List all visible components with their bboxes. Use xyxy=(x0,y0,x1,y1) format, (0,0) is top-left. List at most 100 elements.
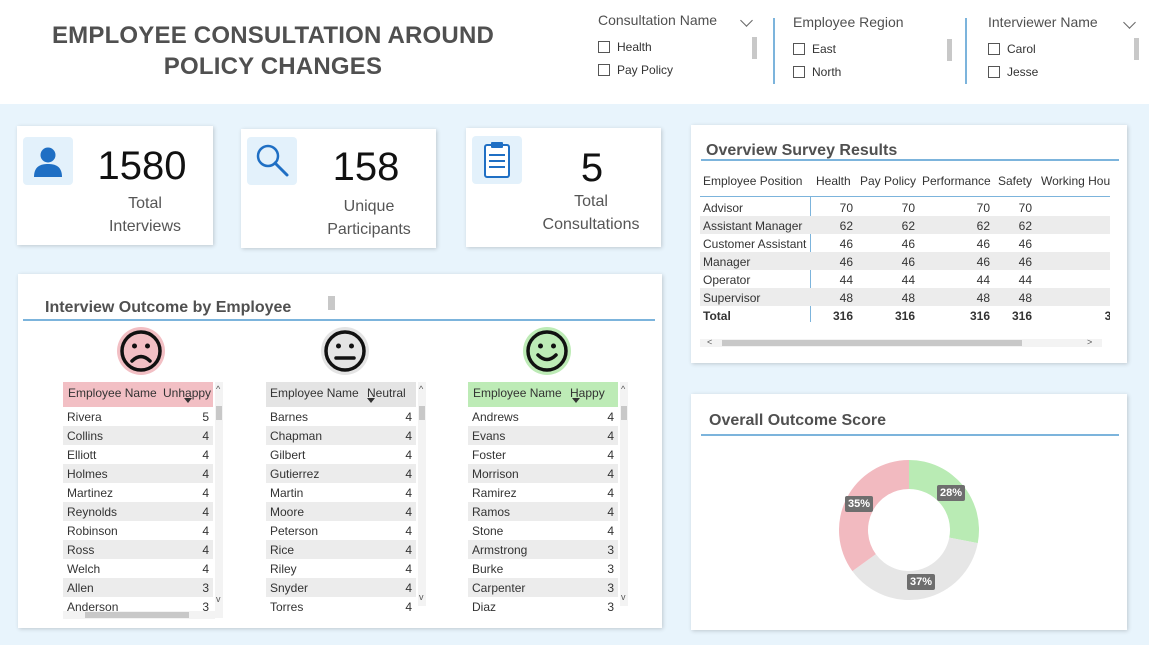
table-row[interactable]: Stone 4 xyxy=(468,521,618,540)
table-row[interactable]: Rivera 5 xyxy=(63,407,213,426)
table-row[interactable]: Rice 4 xyxy=(266,540,416,559)
table-row[interactable]: Morrison 4 xyxy=(468,464,618,483)
table-row[interactable]: Customer Assistant464646464 xyxy=(700,234,1110,252)
column-header[interactable]: Employee Position xyxy=(703,174,803,188)
table-row[interactable]: Manager464646464 xyxy=(700,252,1110,270)
table-row[interactable]: Andrews 4 xyxy=(468,407,618,426)
donut-slice-neutral[interactable] xyxy=(852,537,978,600)
column-header[interactable]: Pay Policy xyxy=(860,174,917,188)
donut-slice-unhappy[interactable] xyxy=(839,460,909,572)
table-row[interactable]: Armstrong 3 xyxy=(468,540,618,559)
slicer-option-north[interactable]: North xyxy=(793,65,841,79)
unhappy-table-hscrollbar[interactable] xyxy=(63,611,215,619)
table-row[interactable]: Reynolds 4 xyxy=(63,502,213,521)
column-header[interactable]: Performance xyxy=(922,174,991,188)
slicer-interviewer-name[interactable]: Interviewer Name Carol Jesse xyxy=(988,14,1143,94)
table-row[interactable]: Moore 4 xyxy=(266,502,416,521)
column-header-name[interactable]: Employee Name xyxy=(270,386,359,400)
survey-hscrollbar[interactable] xyxy=(700,339,1102,347)
table-row[interactable]: Operator444444444 xyxy=(700,270,1110,288)
slicer-option-jesse[interactable]: Jesse xyxy=(988,65,1038,79)
column-header-unhappy[interactable]: Unhappy xyxy=(163,386,212,400)
scroll-down-icon[interactable]: v xyxy=(621,592,626,602)
happy-employee-table[interactable]: Employee Name Happy Andrews 4 Evans 4 Foster… xyxy=(468,382,618,616)
happy-table-scrollbar[interactable] xyxy=(620,382,628,606)
table-row[interactable]: Allen 3 xyxy=(63,578,213,597)
unhappy-table-scrollbar[interactable] xyxy=(215,382,223,618)
slicer-consultation-name[interactable]: Consultation Name Health Pay Policy xyxy=(598,12,758,92)
checkbox[interactable] xyxy=(988,43,1000,55)
checkbox[interactable] xyxy=(793,43,805,55)
sort-descending-icon[interactable] xyxy=(572,398,580,403)
neutral-table-scrollbar[interactable] xyxy=(418,382,426,606)
outcome-donut-chart[interactable] xyxy=(839,460,979,600)
table-row[interactable]: Diaz 3 xyxy=(468,597,618,616)
table-row[interactable]: Chapman 4 xyxy=(266,426,416,445)
table-row[interactable]: Robinson 4 xyxy=(63,521,213,540)
table-row[interactable]: Martin 4 xyxy=(266,483,416,502)
checkbox[interactable] xyxy=(988,66,1000,78)
table-row[interactable]: Evans 4 xyxy=(468,426,618,445)
employee-name: Rice xyxy=(270,543,295,557)
column-header-name[interactable]: Employee Name xyxy=(68,386,157,400)
donut-slice-happy[interactable] xyxy=(909,460,979,544)
table-row[interactable]: Ramos 4 xyxy=(468,502,618,521)
sort-descending-icon[interactable] xyxy=(184,398,192,403)
slicer-option-pay-policy[interactable]: Pay Policy xyxy=(598,63,673,77)
table-row[interactable]: Gilbert 4 xyxy=(266,445,416,464)
scroll-left-icon[interactable]: < xyxy=(707,337,713,347)
scroll-up-icon[interactable]: ^ xyxy=(419,384,424,394)
slicer-option-east[interactable]: East xyxy=(793,42,836,56)
table-row[interactable]: Ross 4 xyxy=(63,540,213,559)
scroll-up-icon[interactable]: ^ xyxy=(621,384,626,394)
table-row[interactable]: Holmes 4 xyxy=(63,464,213,483)
table-row[interactable]: Supervisor484848484 xyxy=(700,288,1110,306)
column-header[interactable]: Working Hou xyxy=(1041,174,1110,188)
table-row[interactable]: Martinez 4 xyxy=(63,483,213,502)
table-row[interactable]: Riley 4 xyxy=(266,559,416,578)
score-value: 316 xyxy=(969,309,990,323)
table-row[interactable]: Anderson 3 xyxy=(63,597,213,616)
scroll-down-icon[interactable]: v xyxy=(216,594,221,604)
slicer-option-health[interactable]: Health xyxy=(598,40,652,54)
scroll-down-icon[interactable]: v xyxy=(419,592,424,602)
scroll-up-icon[interactable]: ^ xyxy=(216,384,221,394)
slicer-employee-region[interactable]: Employee Region East North xyxy=(793,14,958,94)
table-row[interactable]: Foster 4 xyxy=(468,445,618,464)
donut-label-neutral: 37% xyxy=(907,574,936,590)
unhappy-employee-table[interactable]: Employee Name Unhappy Rivera 5 Collins 4 Ell… xyxy=(63,382,213,616)
table-row[interactable]: Carpenter 3 xyxy=(468,578,618,597)
checkbox[interactable] xyxy=(793,66,805,78)
slicer-scrollbar[interactable] xyxy=(947,39,952,61)
table-row[interactable]: Collins 4 xyxy=(63,426,213,445)
column-header-name[interactable]: Employee Name xyxy=(473,386,562,400)
table-row[interactable]: Snyder 4 xyxy=(266,578,416,597)
slicer-scrollbar[interactable] xyxy=(1134,38,1139,60)
neutral-employee-table[interactable]: Employee Name Neutral Barnes 4 Chapman 4 Gil… xyxy=(266,382,416,616)
table-row[interactable]: Burke 3 xyxy=(468,559,618,578)
scroll-right-icon[interactable]: > xyxy=(1087,337,1093,347)
column-header-neutral[interactable]: Neutral xyxy=(367,386,406,400)
table-row[interactable]: Ramirez 4 xyxy=(468,483,618,502)
count-value: 4 xyxy=(202,467,209,481)
total-row[interactable]: Total 316 316 316 316 31 xyxy=(700,306,1110,324)
checkbox[interactable] xyxy=(598,64,610,76)
table-row[interactable]: Elliott 4 xyxy=(63,445,213,464)
checkbox[interactable] xyxy=(598,41,610,53)
table-header: Employee Position Health Pay Policy Perf… xyxy=(700,170,1110,196)
table-row[interactable]: Gutierrez 4 xyxy=(266,464,416,483)
column-header[interactable]: Health xyxy=(816,174,851,188)
panel-scroll-handle[interactable] xyxy=(328,296,335,310)
table-row[interactable]: Advisor707070707 xyxy=(700,198,1110,216)
sort-descending-icon[interactable] xyxy=(367,398,375,403)
table-row[interactable]: Assistant Manager626262626 xyxy=(700,216,1110,234)
table-row[interactable]: Barnes 4 xyxy=(266,407,416,426)
slicer-option-carol[interactable]: Carol xyxy=(988,42,1036,56)
table-row[interactable]: Peterson 4 xyxy=(266,521,416,540)
slicer-scrollbar[interactable] xyxy=(752,37,757,59)
table-row[interactable]: Torres 4 xyxy=(266,597,416,616)
column-header-happy[interactable]: Happy xyxy=(570,386,605,400)
table-row[interactable]: Welch 4 xyxy=(63,559,213,578)
column-header[interactable]: Safety xyxy=(998,174,1033,188)
survey-results-table[interactable]: Employee Position Health Pay Policy Perf… xyxy=(700,170,1110,325)
